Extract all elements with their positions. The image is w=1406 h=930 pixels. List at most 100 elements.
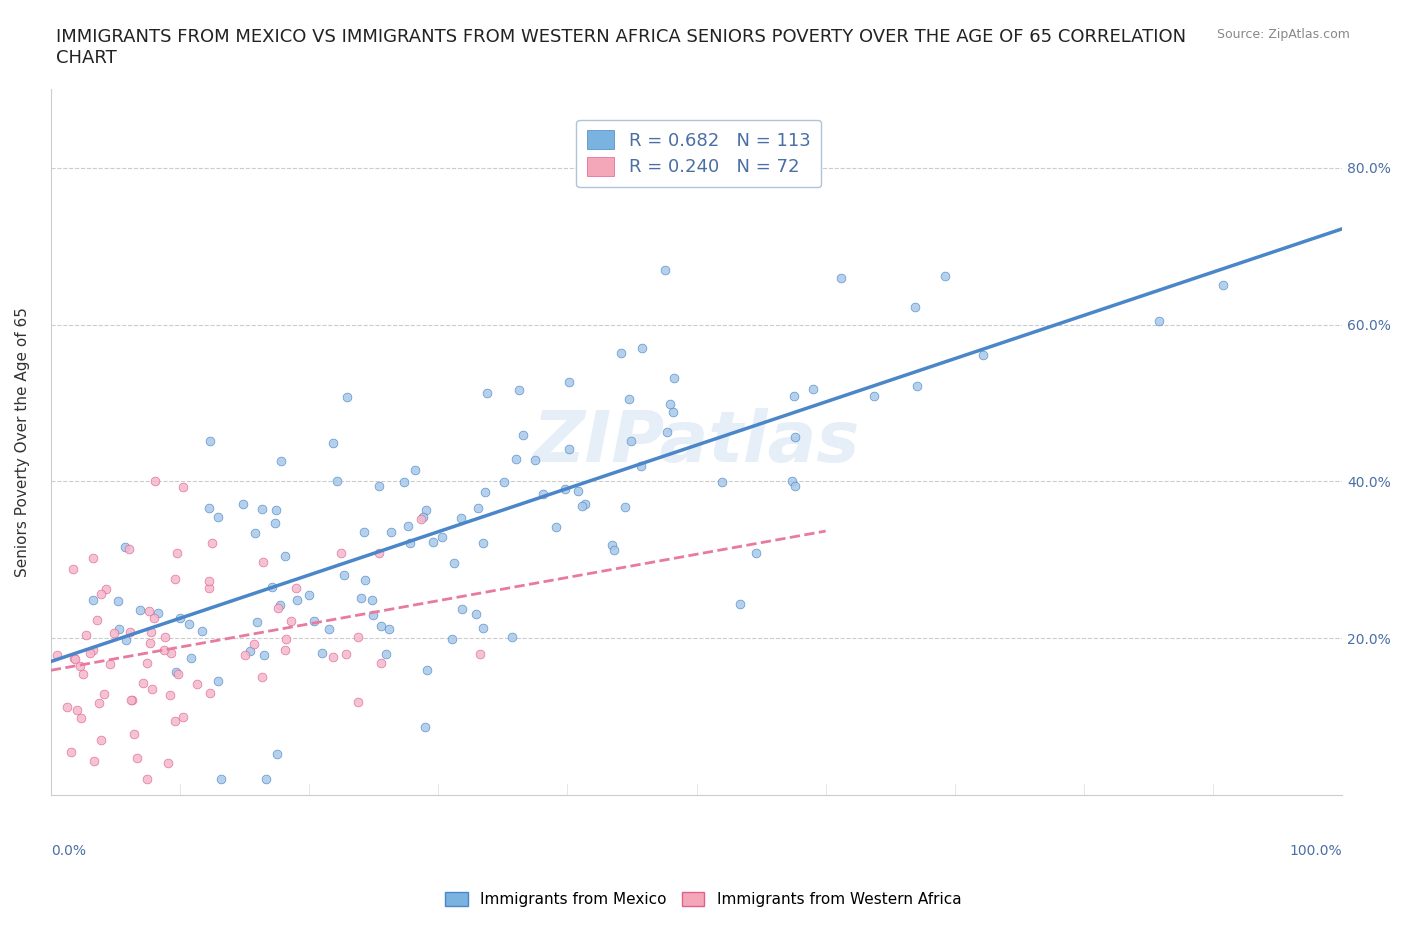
Point xyxy=(153,630,176,644)
Point xyxy=(87,696,110,711)
Point xyxy=(934,269,956,284)
Point xyxy=(108,621,131,636)
Point xyxy=(269,598,291,613)
Point xyxy=(658,396,681,411)
Point xyxy=(59,744,82,759)
Point xyxy=(474,485,496,500)
Point xyxy=(148,606,170,621)
Point xyxy=(471,621,494,636)
Point xyxy=(153,642,176,657)
Point xyxy=(336,390,359,405)
Text: Source: ZipAtlas.com: Source: ZipAtlas.com xyxy=(1216,28,1350,41)
Point xyxy=(83,754,105,769)
Point xyxy=(398,518,420,533)
Point xyxy=(86,612,108,627)
Point xyxy=(180,651,202,666)
Point xyxy=(186,676,208,691)
Point xyxy=(465,607,488,622)
Point xyxy=(179,617,201,631)
Point xyxy=(93,686,115,701)
Point xyxy=(107,593,129,608)
Point xyxy=(122,727,145,742)
Point xyxy=(82,551,104,565)
Point xyxy=(82,592,104,607)
Point xyxy=(524,453,547,468)
Point xyxy=(118,624,141,639)
Point xyxy=(298,588,321,603)
Point xyxy=(370,655,392,670)
Point xyxy=(630,458,652,473)
Point xyxy=(662,370,685,385)
Point xyxy=(233,648,256,663)
Legend: R = 0.682   N = 113, R = 0.240   N = 72: R = 0.682 N = 113, R = 0.240 N = 72 xyxy=(576,120,821,187)
Point xyxy=(322,650,344,665)
Point xyxy=(394,474,416,489)
Point xyxy=(558,442,581,457)
Point xyxy=(266,502,288,517)
Point xyxy=(610,346,633,361)
Point xyxy=(167,667,190,682)
Point xyxy=(613,499,636,514)
Point xyxy=(655,424,678,439)
Point xyxy=(617,392,640,406)
Point xyxy=(165,571,187,586)
Point xyxy=(333,567,356,582)
Point xyxy=(654,262,676,277)
Point xyxy=(75,628,97,643)
Point xyxy=(415,502,437,517)
Point xyxy=(785,430,807,445)
Point xyxy=(631,340,654,355)
Point xyxy=(139,624,162,639)
Point xyxy=(79,646,101,661)
Point xyxy=(198,573,221,588)
Point xyxy=(285,581,308,596)
Point xyxy=(135,772,157,787)
Point xyxy=(412,510,434,525)
Point xyxy=(972,348,994,363)
Point xyxy=(468,646,491,661)
Point xyxy=(143,611,166,626)
Point xyxy=(98,657,121,671)
Text: ZIPatlas: ZIPatlas xyxy=(533,407,860,477)
Point xyxy=(266,601,288,616)
Point xyxy=(728,596,751,611)
Point xyxy=(172,480,194,495)
Point xyxy=(505,452,527,467)
Point xyxy=(96,582,118,597)
Point xyxy=(200,433,222,448)
Point xyxy=(451,602,474,617)
Point xyxy=(285,592,308,607)
Point xyxy=(603,542,626,557)
Point xyxy=(904,299,927,314)
Point xyxy=(238,644,260,658)
Point xyxy=(367,479,389,494)
Point xyxy=(430,530,453,545)
Text: IMMIGRANTS FROM MEXICO VS IMMIGRANTS FROM WESTERN AFRICA SENIORS POVERTY OVER TH: IMMIGRANTS FROM MEXICO VS IMMIGRANTS FRO… xyxy=(56,28,1187,67)
Point xyxy=(127,751,149,765)
Point xyxy=(422,535,444,550)
Point xyxy=(266,747,288,762)
Point xyxy=(367,546,389,561)
Point xyxy=(198,581,221,596)
Point xyxy=(329,546,352,561)
Point xyxy=(780,473,803,488)
Point xyxy=(143,474,166,489)
Point xyxy=(197,501,219,516)
Point xyxy=(350,590,373,604)
Point xyxy=(141,682,163,697)
Point xyxy=(159,645,181,660)
Point xyxy=(62,561,84,576)
Point xyxy=(82,643,104,658)
Text: 100.0%: 100.0% xyxy=(1289,844,1343,858)
Point xyxy=(302,614,325,629)
Point xyxy=(63,651,86,666)
Point xyxy=(409,512,432,526)
Point xyxy=(905,379,928,393)
Point xyxy=(172,710,194,724)
Point xyxy=(399,536,422,551)
Point xyxy=(69,711,91,725)
Point xyxy=(253,647,276,662)
Point xyxy=(232,497,254,512)
Point xyxy=(252,554,274,569)
Point xyxy=(120,693,142,708)
